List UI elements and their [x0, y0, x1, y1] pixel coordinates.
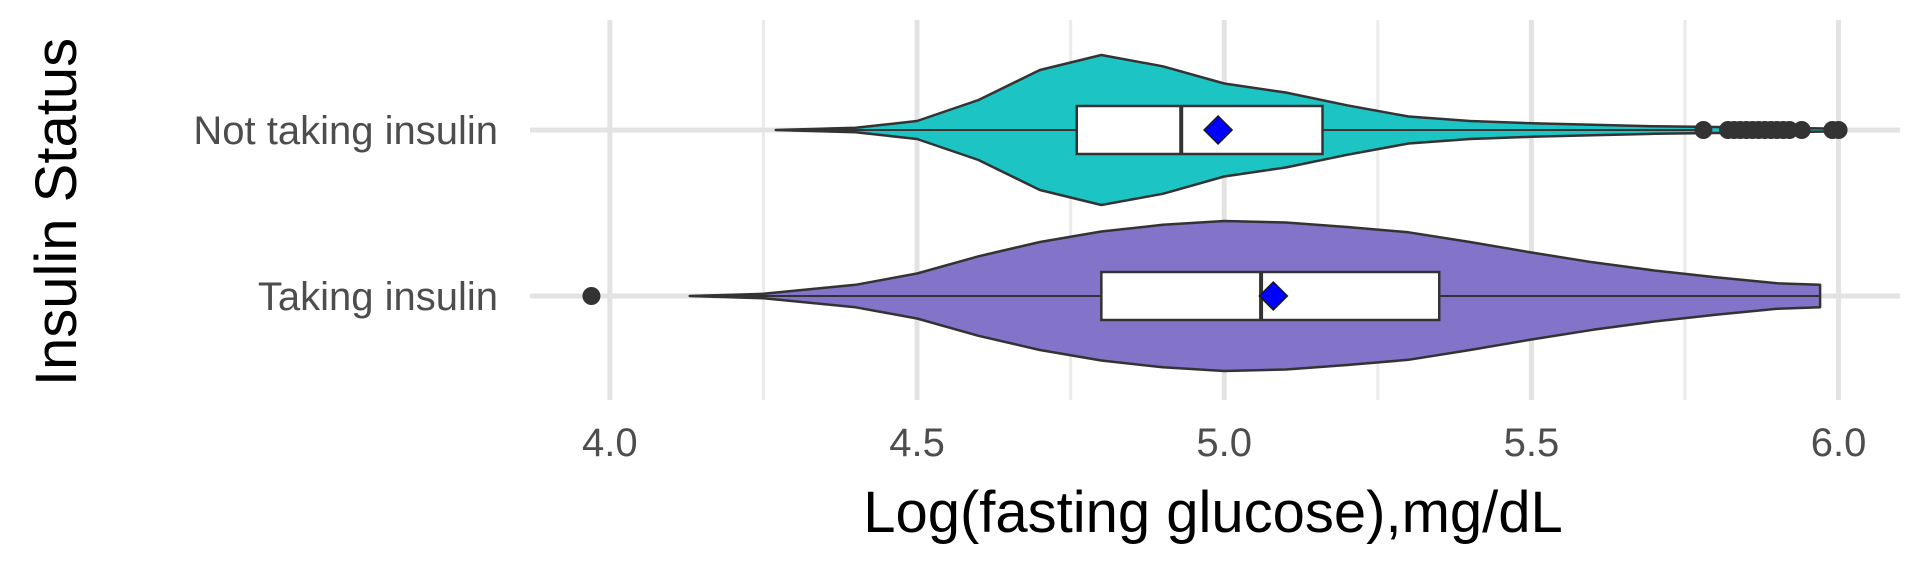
tick-layer: 4.0 4.5 5.0 5.5 6.0 Not taking insulin Taking …: [193, 109, 1866, 465]
x-tick-label: 4.0: [582, 421, 638, 465]
mean-marker: [1258, 280, 1289, 312]
outlier-point: [1792, 121, 1811, 139]
y-tick-label: Taking insulin: [258, 275, 498, 319]
y-axis-title: Insulin Status: [24, 38, 89, 386]
x-tick-label: 5.5: [1504, 421, 1560, 465]
x-tick-label: 5.0: [1196, 421, 1252, 465]
mean-marker: [1203, 114, 1234, 146]
violin-group: [774, 53, 1848, 207]
x-tick-label: 6.0: [1811, 421, 1867, 465]
outlier-point: [582, 287, 601, 305]
box-iqr: [1075, 104, 1324, 156]
outlier-point: [1694, 121, 1713, 139]
outlier-point: [1829, 121, 1848, 139]
y-tick-label: Not taking insulin: [193, 109, 498, 153]
violin-group: [582, 219, 1822, 373]
x-tick-label: 4.5: [889, 421, 945, 465]
x-axis-title: Log(fasting glucose),mg/dL: [863, 480, 1563, 545]
violin-layer: [582, 53, 1848, 373]
